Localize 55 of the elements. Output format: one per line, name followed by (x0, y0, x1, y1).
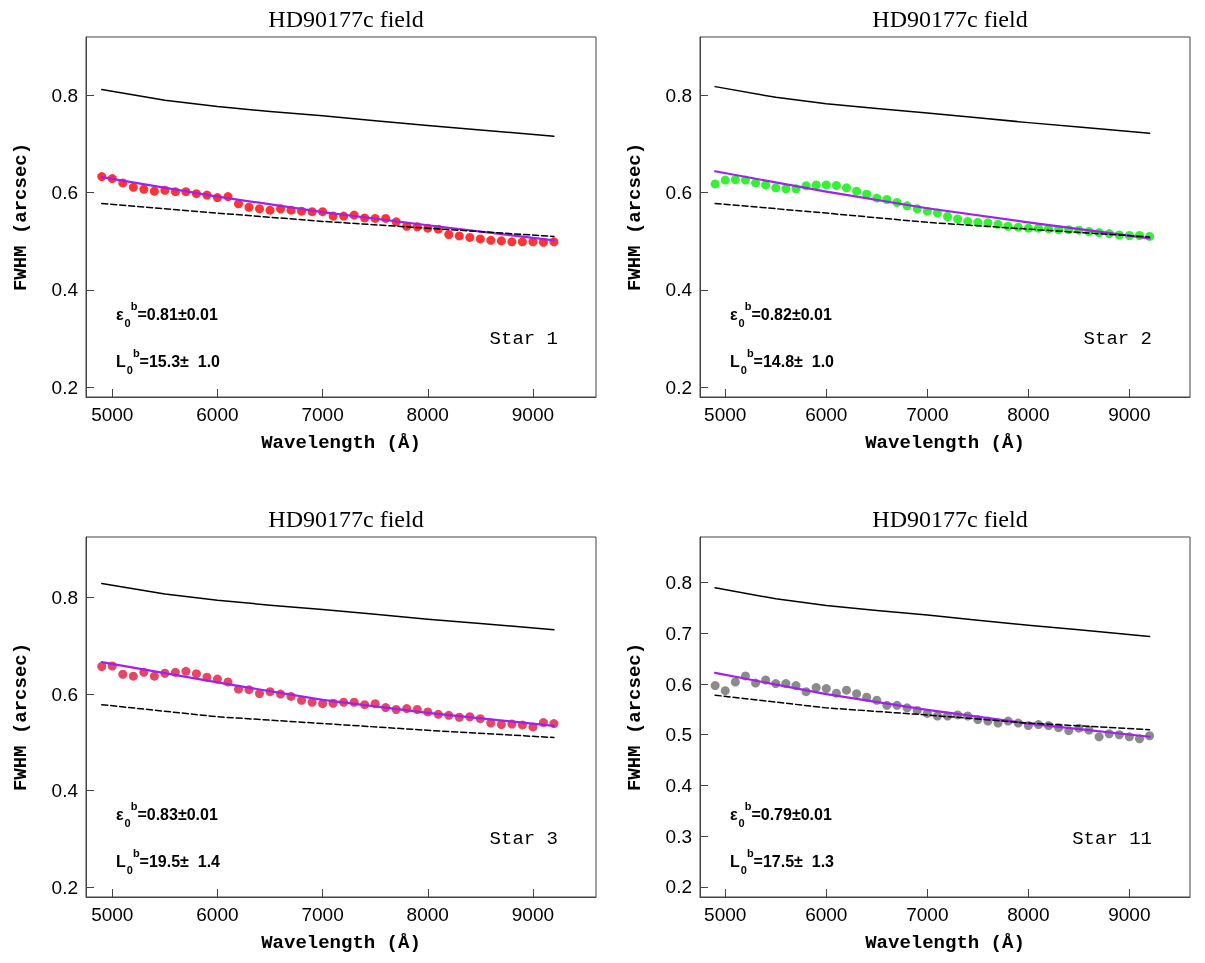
y-tick-label: 0.8 (51, 586, 78, 608)
y-axis-title: FWHM (arcsec) (623, 642, 646, 792)
y-tick-label: 0.6 (665, 673, 692, 695)
y-tick-label: 0.4 (51, 780, 79, 802)
x-tick-label: 5000 (704, 404, 747, 425)
x-tick-label: 5000 (704, 904, 747, 925)
x-tick-label: 6000 (196, 404, 239, 425)
x-tick-label: 8000 (406, 404, 449, 425)
x-axis-title: Wavelength (Å) (261, 931, 421, 954)
x-tick-label: 5000 (91, 404, 134, 425)
y-tick-label: 0.8 (665, 572, 692, 594)
x-tick-label: 7000 (906, 904, 949, 925)
y-tick-label: 0.4 (51, 279, 79, 301)
chart-title: HD90177c field (872, 506, 1028, 532)
y-tick-label: 0.3 (665, 825, 692, 847)
x-tick-label: 9000 (1108, 904, 1151, 925)
chart-title: HD90177c field (872, 6, 1028, 32)
x-tick-label: 8000 (1007, 404, 1050, 425)
y-tick-label: 0.4 (665, 774, 693, 796)
x-tick-label: 6000 (196, 904, 239, 925)
y-axis-title: FWHM (arcsec) (9, 142, 32, 292)
x-tick-label: 7000 (301, 904, 344, 925)
x-axis-title: Wavelength (Å) (865, 431, 1025, 454)
annotation: Star 2 (1083, 328, 1152, 351)
annotation: Star 11 (1072, 828, 1152, 851)
chart-title: HD90177c field (268, 6, 424, 32)
x-axis-title: Wavelength (Å) (261, 431, 421, 454)
x-tick-label: 7000 (301, 404, 344, 425)
y-tick-label: 0.6 (51, 683, 78, 705)
y-tick-label: 0.5 (665, 724, 692, 746)
x-tick-label: 9000 (511, 404, 555, 425)
x-tick-label: 8000 (406, 904, 449, 925)
x-tick-label: 8000 (1007, 904, 1050, 925)
y-tick-label: 0.2 (51, 876, 78, 898)
y-axis-title: FWHM (arcsec) (623, 142, 646, 292)
y-tick-label: 0.2 (51, 376, 78, 398)
y-tick-label: 0.2 (665, 876, 692, 898)
y-tick-label: 0.8 (51, 84, 78, 106)
x-tick-label: 9000 (1108, 404, 1151, 425)
annotation: Star 1 (489, 328, 558, 351)
y-tick-label: 0.6 (665, 182, 692, 204)
y-axis-title: FWHM (arcsec) (9, 642, 32, 792)
x-tick-label: 9000 (511, 904, 555, 925)
y-tick-label: 0.4 (665, 279, 693, 301)
y-tick-label: 0.7 (665, 622, 692, 644)
chart-title: HD90177c field (268, 506, 424, 532)
x-tick-label: 6000 (805, 904, 848, 925)
y-tick-label: 0.6 (51, 182, 78, 204)
y-tick-label: 0.8 (665, 84, 692, 106)
x-axis-title: Wavelength (Å) (865, 931, 1025, 954)
annotation: Star 3 (489, 828, 558, 851)
x-tick-label: 7000 (906, 404, 949, 425)
y-tick-label: 0.2 (665, 376, 692, 398)
x-tick-label: 6000 (805, 404, 848, 425)
x-tick-label: 5000 (91, 904, 134, 925)
